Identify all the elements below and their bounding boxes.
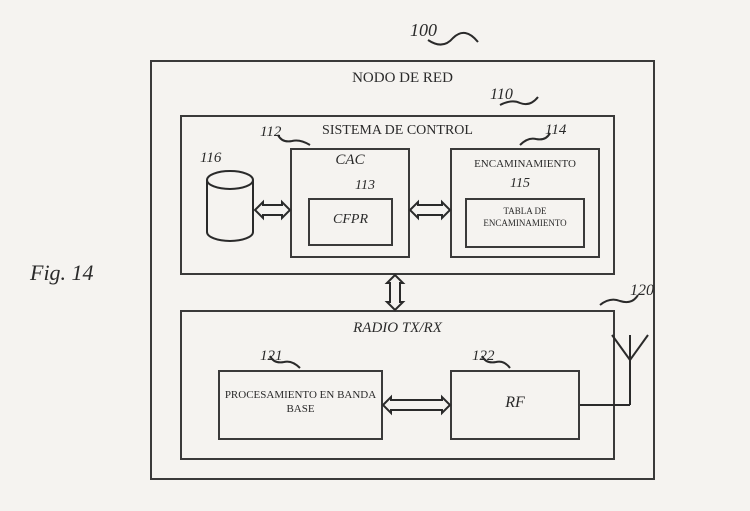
arrow-cac-route — [410, 202, 450, 218]
callout-116: 116 — [200, 150, 221, 167]
callout-100: 100 — [410, 20, 437, 41]
antenna-icon — [612, 335, 648, 405]
callout-121: 121 — [260, 348, 283, 365]
callout-120: 120 — [630, 282, 654, 300]
callout-112: 112 — [260, 124, 281, 141]
arrow-bb-rf — [383, 397, 450, 413]
callout-113: 113 — [355, 178, 375, 194]
callout-115: 115 — [510, 176, 530, 192]
diagram-canvas: Fig. 14 NODO DE RED SISTEMA DE CONTROL C… — [0, 0, 750, 511]
arrow-ctrl-radio — [387, 275, 403, 310]
leader-112 — [278, 135, 310, 145]
arrow-cyl-cac — [255, 202, 290, 218]
callout-114: 114 — [545, 122, 566, 139]
callout-110: 110 — [490, 86, 513, 104]
callout-122: 122 — [472, 348, 495, 365]
connectors — [0, 0, 750, 511]
